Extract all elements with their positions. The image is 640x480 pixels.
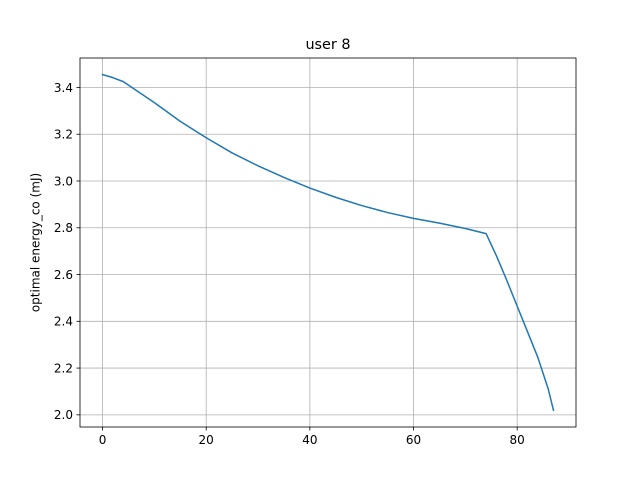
grid-lines — [80, 58, 576, 427]
y-tick-label: 3.4 — [54, 81, 73, 95]
plot-frame — [79, 57, 577, 428]
y-tick-label: 2.8 — [54, 221, 73, 235]
x-tick-label: 40 — [302, 433, 317, 447]
y-tick-label: 3.2 — [54, 128, 73, 142]
y-axis-title: optimal energy_co (mJ) — [29, 173, 43, 312]
y-tick-label: 2.6 — [54, 268, 73, 282]
y-tick-label: 2.2 — [54, 361, 73, 375]
y-axis-ticks: 2.0 2.2 2.4 2.6 2.8 3.0 3.2 3.4 — [54, 81, 80, 422]
chart-title: user 8 — [305, 37, 350, 53]
x-tick-label: 20 — [199, 433, 214, 447]
x-tick-label: 80 — [510, 433, 525, 447]
y-tick-label: 3.0 — [54, 174, 73, 188]
x-axis-ticks: 0 20 40 60 80 — [99, 427, 525, 447]
plot-area — [80, 58, 576, 427]
y-tick-label: 2.0 — [54, 408, 73, 422]
series-line-energy_co — [101, 73, 555, 412]
x-tick-label: 0 — [99, 433, 107, 447]
y-tick-label: 2.4 — [54, 315, 73, 329]
data-series — [101, 73, 555, 412]
x-tick-label: 60 — [406, 433, 421, 447]
